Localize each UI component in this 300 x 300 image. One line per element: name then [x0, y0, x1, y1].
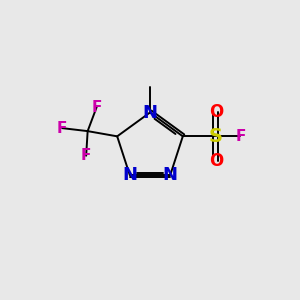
Text: F: F — [57, 121, 67, 136]
Text: F: F — [81, 148, 91, 163]
Text: O: O — [209, 103, 223, 121]
Text: F: F — [235, 129, 246, 144]
Text: F: F — [92, 100, 102, 115]
Text: N: N — [163, 166, 178, 184]
Text: O: O — [209, 152, 223, 170]
Text: S: S — [209, 127, 223, 146]
Text: N: N — [142, 103, 158, 122]
Text: N: N — [122, 166, 137, 184]
